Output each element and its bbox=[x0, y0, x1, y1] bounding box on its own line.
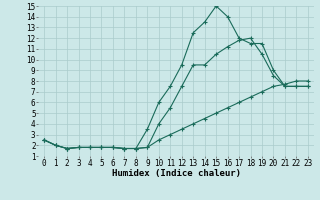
X-axis label: Humidex (Indice chaleur): Humidex (Indice chaleur) bbox=[111, 169, 241, 178]
